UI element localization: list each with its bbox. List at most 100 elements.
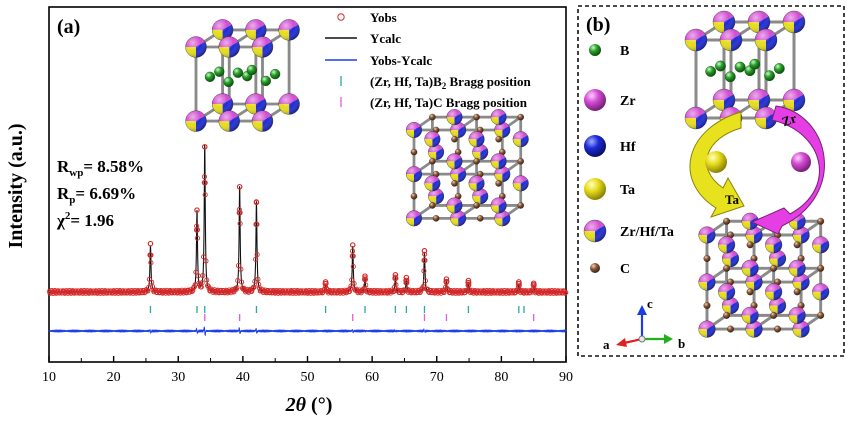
yobs-peak-point bbox=[237, 210, 243, 216]
sphere-shade bbox=[718, 236, 736, 254]
yobs-peak-point bbox=[393, 275, 399, 281]
metal-atom bbox=[405, 121, 423, 139]
yobs-point bbox=[255, 276, 261, 282]
metal-atom bbox=[698, 226, 716, 244]
x-tick-label: 70 bbox=[430, 370, 444, 385]
yobs-peak-point bbox=[147, 240, 154, 247]
metal-atom bbox=[512, 175, 529, 192]
yobs-point bbox=[145, 288, 151, 294]
metal-atom bbox=[490, 153, 507, 170]
boron-atom bbox=[232, 67, 244, 78]
boron-atom bbox=[246, 64, 257, 76]
metal-atom bbox=[405, 166, 423, 183]
x-tick-label: 50 bbox=[301, 370, 315, 385]
yobs-point bbox=[350, 264, 356, 270]
sphere-shade bbox=[424, 131, 441, 148]
carbon-atom bbox=[817, 311, 825, 319]
carbon-atom bbox=[517, 113, 524, 121]
carbon-atom bbox=[429, 113, 436, 121]
yobs-peak-point bbox=[422, 257, 428, 264]
sphere-shade bbox=[218, 110, 240, 132]
x-tick-label: 30 bbox=[171, 370, 185, 385]
yobs-peak-point bbox=[362, 276, 369, 282]
carbon-atom bbox=[451, 135, 458, 143]
metal-atom bbox=[494, 121, 511, 139]
metal-atom bbox=[765, 236, 783, 254]
metal-atom bbox=[765, 283, 783, 301]
boron-atom bbox=[223, 76, 234, 88]
boron-atom bbox=[734, 61, 746, 73]
boride-crystal-inset bbox=[185, 19, 300, 132]
sphere-shade bbox=[218, 36, 240, 58]
yobs-peak-point bbox=[237, 184, 243, 190]
yobs-point bbox=[193, 269, 199, 275]
sphere-shade bbox=[490, 153, 507, 170]
ta-substitution-arrow bbox=[689, 111, 745, 218]
carbon-atom bbox=[517, 158, 524, 165]
boron-atom bbox=[705, 66, 717, 77]
yobs-point bbox=[363, 282, 369, 288]
yobs-point bbox=[237, 221, 243, 227]
atom-legend: B Zr Hf Ta Zr/Hf/Ta C bbox=[583, 44, 674, 277]
carbon-atom bbox=[703, 255, 711, 263]
carbon-atom bbox=[723, 264, 731, 272]
legend-bragg1-label: (Zr, Hf, Ta)B2 Bragg position bbox=[370, 74, 532, 91]
legend-diff-label: Yobs-Ycalc bbox=[370, 53, 432, 68]
metal-atom bbox=[745, 226, 763, 244]
fit-statistics: Rwp= 8.58% Rp= 6.69% χ2= 1.96 bbox=[56, 157, 144, 230]
boron-atom bbox=[724, 71, 736, 83]
metal-atom bbox=[446, 109, 463, 126]
c-axis-head bbox=[637, 305, 647, 315]
metal-atom bbox=[721, 249, 740, 268]
panel-a: (a) Intensity (a.u.) 2θ (°) 10 20 30 40 50 60 7… bbox=[5, 6, 573, 416]
yobs-point bbox=[562, 290, 568, 296]
atom-ta-label: Ta bbox=[620, 183, 635, 198]
yobs-peak-point bbox=[404, 277, 410, 284]
zr-arrow-label: Zr bbox=[780, 110, 799, 129]
metal-atom bbox=[472, 144, 489, 161]
yobs-point bbox=[201, 254, 207, 260]
atom-hf-icon bbox=[584, 135, 606, 157]
sphere-shade bbox=[718, 283, 736, 301]
boron-atom bbox=[204, 71, 216, 82]
legend-yobs-marker bbox=[337, 13, 345, 21]
carbon-atom bbox=[774, 325, 782, 333]
metal-atom bbox=[446, 153, 463, 170]
yobs-points bbox=[46, 144, 569, 296]
metal-atom bbox=[278, 93, 300, 115]
yobs-point bbox=[393, 282, 399, 288]
metal-atom bbox=[719, 28, 743, 52]
ta-arrow-label: Ta bbox=[725, 192, 739, 207]
metal-atom bbox=[245, 19, 267, 41]
metal-atom bbox=[684, 28, 708, 52]
sphere-shade bbox=[446, 153, 463, 170]
yobs-point bbox=[199, 280, 205, 286]
metal-atom bbox=[812, 283, 830, 301]
metal-atom bbox=[424, 175, 441, 192]
b-axis-label: b bbox=[678, 336, 685, 351]
sphere-shade bbox=[251, 110, 274, 132]
mix-legend-sphere bbox=[583, 219, 607, 243]
yobs-point bbox=[348, 283, 354, 289]
atom-c-icon bbox=[590, 263, 600, 273]
stat-chi2: χ2= 1.96 bbox=[56, 210, 114, 230]
metal-atom bbox=[490, 197, 507, 214]
yobs-point bbox=[514, 288, 520, 294]
carbon-atom bbox=[770, 264, 778, 272]
yobs-peak-point bbox=[194, 207, 200, 213]
carbon-atom bbox=[770, 311, 778, 319]
yobs-point bbox=[234, 284, 240, 291]
carbon-atom bbox=[473, 113, 480, 121]
atom-b-icon bbox=[589, 44, 601, 56]
yobs-peak-point bbox=[362, 273, 368, 279]
x-tick-label: 60 bbox=[365, 370, 379, 385]
yobs-point bbox=[441, 290, 447, 296]
yobs-peak-point bbox=[421, 248, 428, 254]
sphere-shade bbox=[490, 109, 507, 126]
yobs-point bbox=[349, 277, 355, 283]
sphere-shade bbox=[765, 236, 783, 254]
yobs-point bbox=[320, 289, 326, 295]
yobs-peak-point bbox=[202, 144, 208, 150]
yobs-point bbox=[235, 263, 242, 269]
